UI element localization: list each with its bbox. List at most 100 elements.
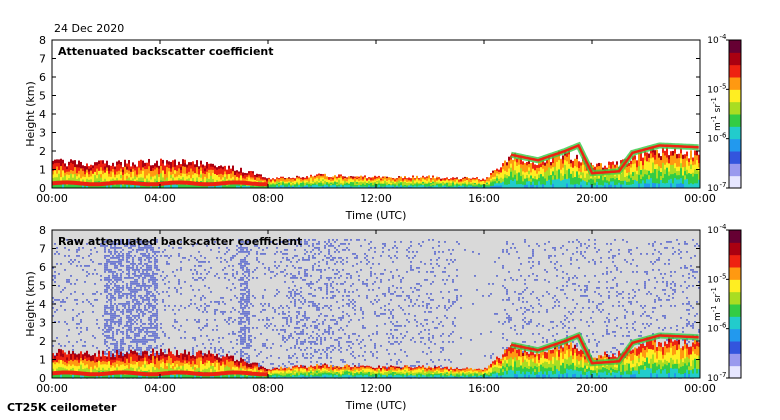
aerosol-cell [466,371,468,374]
aerosol-cell [546,371,548,376]
aerosol-cell [82,360,84,364]
aerosol-cell [64,355,66,360]
aerosol-cell [258,368,260,371]
aerosol-cell [194,176,196,180]
aerosol-cell [254,179,256,182]
aerosol-cell [190,358,192,362]
aerosol-cell [512,374,514,379]
aerosol-cell [140,170,142,175]
aerosol-cell [534,369,536,373]
aerosol-cell [458,368,460,371]
aerosol-cell [282,180,284,183]
aerosol-cell [366,367,368,370]
colorbar-tick-exponent: -4 [720,33,728,41]
aerosol-cell [104,366,106,371]
aerosol-cell [538,174,540,179]
aerosol-cell [592,367,594,371]
aerosol-cell [396,178,398,180]
aerosol-cell [630,184,632,189]
aerosol-cell [354,366,356,369]
aerosol-cell [402,368,404,371]
aerosol-cell [644,164,646,171]
aerosol-cell [62,360,64,365]
aerosol-cell [600,366,602,371]
aerosol-cell [54,159,56,164]
aerosol-cell [436,180,438,183]
aerosol-cell [490,363,492,367]
aerosol-cell [436,178,438,181]
aerosol-cell [154,163,156,167]
aerosol-cell [82,168,84,172]
aerosol-cell [388,373,390,376]
aerosol-cell [102,170,104,175]
aerosol-cell [100,359,102,363]
aerosol-cell [152,355,154,361]
aerosol-cell [468,372,470,374]
aerosol-cell [502,357,504,361]
aerosol-cell [112,365,114,370]
aerosol-cell [334,181,336,184]
aerosol-cell [464,375,466,378]
aerosol-cell [76,176,78,180]
aerosol-cell [398,373,400,376]
aerosol-cell [120,364,122,369]
aerosol-cell [254,370,256,373]
aerosol-cell [70,359,72,364]
aerosol-cell [160,363,162,368]
aerosol-cell [604,185,606,189]
aerosol-cell [528,356,530,361]
aerosol-cell [396,366,398,369]
aerosol-cell [236,368,238,372]
aerosol-cell [538,164,540,169]
aerosol-cell [438,178,440,181]
aerosol-cell [212,163,214,168]
aerosol-cell [136,358,138,363]
aerosol-cell [342,373,344,376]
aerosol-cell [404,177,406,180]
aerosol-cell [302,373,304,376]
aerosol-cell [402,181,404,184]
aerosol-cell [354,179,356,182]
aerosol-cell [364,181,366,184]
aerosol-cell [428,183,430,186]
aerosol-cell [270,373,272,376]
aerosol-cell [328,368,330,371]
aerosol-cell [378,374,380,377]
aerosol-cell [238,367,240,371]
aerosol-cell [70,184,72,189]
aerosol-cell [182,353,184,358]
aerosol-cell [568,361,570,367]
aerosol-cell [244,172,246,176]
aerosol-cell [254,186,256,189]
aerosol-cell [338,174,340,177]
aerosol-cell [216,167,218,171]
aerosol-cell [678,158,680,163]
aerosol-cell [608,370,610,374]
aerosol-cell [402,185,404,188]
aerosol-cell [364,183,366,186]
aerosol-cell [76,167,78,171]
aerosol-cell [156,361,158,365]
aerosol-cell [440,179,442,182]
aerosol-cell [566,364,568,370]
aerosol-cell [176,360,178,365]
aerosol-cell [514,365,516,371]
aerosol-cell [220,365,222,369]
aerosol-cell [54,375,56,379]
aerosol-cell [572,355,574,360]
aerosol-cell [368,179,370,182]
aerosol-cell [596,368,598,372]
aerosol-cell [402,373,404,376]
aerosol-cell [348,368,350,371]
aerosol-cell [314,184,316,187]
aerosol-cell [538,184,540,189]
aerosol-cell [408,371,410,373]
aerosol-cell [276,184,278,186]
aerosol-cell [504,181,506,186]
aerosol-cell [56,359,58,363]
aerosol-cell [472,374,474,377]
aerosol-cell [690,159,692,165]
aerosol-cell [380,181,382,184]
aerosol-cell [190,366,192,371]
aerosol-cell [112,162,114,167]
